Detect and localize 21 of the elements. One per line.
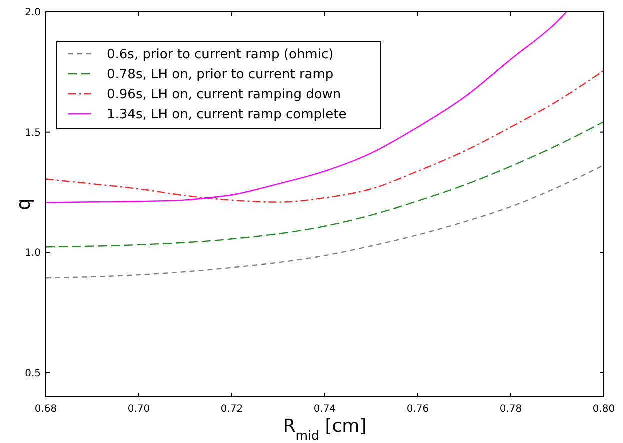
y-tick-label: 2.0 <box>25 8 41 18</box>
x-tick-label: 0.78 <box>500 404 522 415</box>
x-tick-label: 0.74 <box>314 404 336 415</box>
y-tick-label: 1.5 <box>25 128 41 139</box>
x-tick-label: 0.70 <box>128 404 150 415</box>
legend-label: 1.34s, LH on, current ramp complete <box>107 108 347 123</box>
legend-label: 0.96s, LH on, current ramping down <box>107 88 342 103</box>
x-tick-label: 0.72 <box>220 404 244 415</box>
x-tick-label: 0.76 <box>406 404 430 415</box>
legend-label: 0.78s, LH on, prior to current ramp <box>107 68 334 83</box>
line-series <box>46 164 604 279</box>
line-series <box>46 12 568 204</box>
x-axis-title: R$_{mid}$ [cm] <box>283 416 367 442</box>
y-tick-label: 1.0 <box>25 248 41 260</box>
x-tick-label: 0.80 <box>592 404 616 415</box>
x-tick-label: 0.68 <box>34 404 58 415</box>
y-axis-title: q <box>13 198 35 211</box>
legend-label: 0.6s, prior to current ramp (ohmic) <box>107 48 334 63</box>
y-tick-label: 0.5 <box>25 368 41 380</box>
line-series <box>46 70 604 203</box>
line-series <box>46 121 604 248</box>
